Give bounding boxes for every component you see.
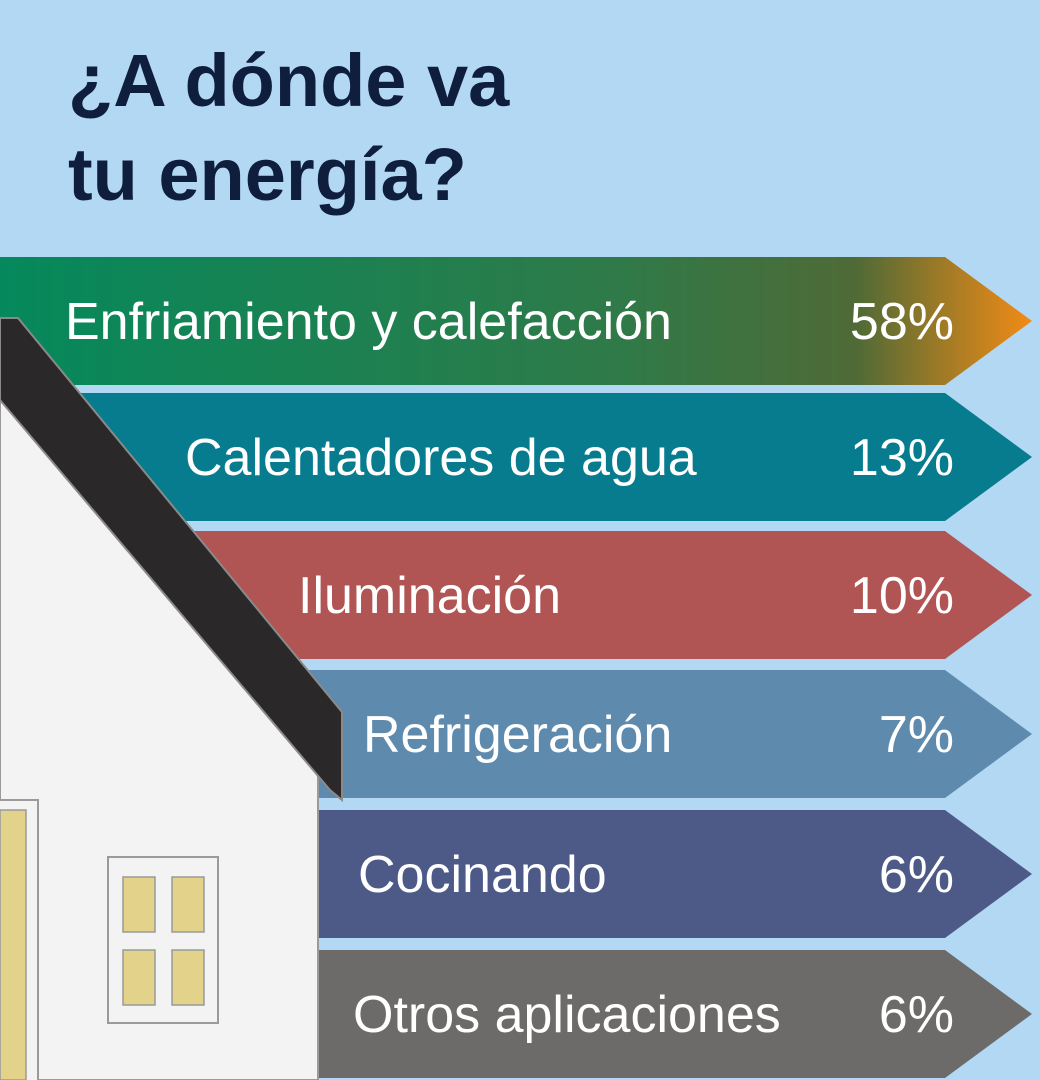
item-value: 13% (850, 429, 954, 487)
item-label: Cocinando (358, 846, 607, 904)
door (0, 809, 27, 1080)
item-value: 10% (850, 567, 954, 625)
item-value: 6% (879, 846, 954, 904)
item-label: Otros aplicaciones (353, 986, 781, 1044)
labels: Enfriamiento y calefacción 58% Calentadore… (65, 293, 954, 1044)
arrow (0, 257, 1032, 385)
house (0, 317, 343, 1080)
item-label: Calentadores de agua (185, 429, 697, 487)
item-value: 7% (879, 706, 954, 764)
title-line: tu energía? (68, 133, 467, 216)
item-label: Enfriamiento y calefacción (65, 293, 672, 351)
window-pane (122, 876, 156, 933)
window-pane (171, 949, 205, 1006)
title-line: ¿A dónde va (68, 39, 510, 122)
item-value: 6% (879, 986, 954, 1044)
window-pane (122, 949, 156, 1006)
item-label: Refrigeración (363, 706, 672, 764)
arrow (0, 393, 1032, 521)
roof (0, 317, 343, 803)
window-pane (171, 876, 205, 933)
item-value: 58% (850, 293, 954, 351)
item-label: Iluminación (298, 567, 561, 625)
